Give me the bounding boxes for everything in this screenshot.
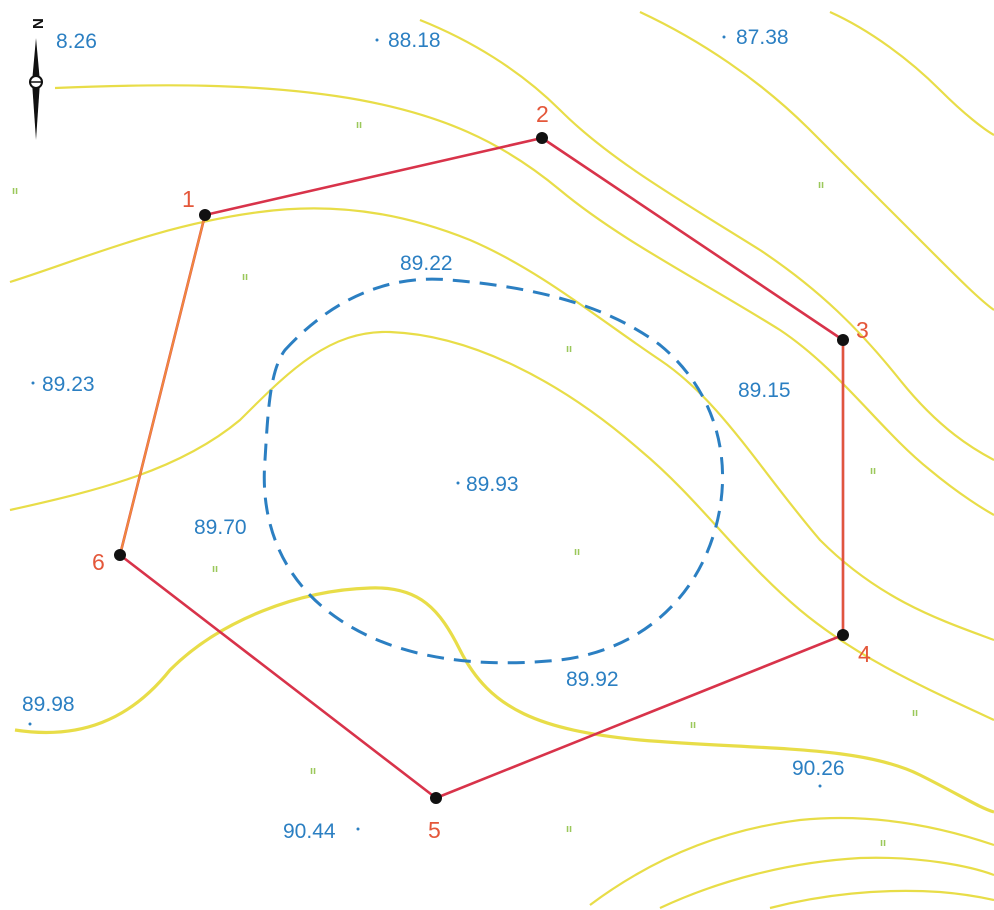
grass-icon: ıı (690, 719, 696, 731)
grass-icon: ıı (880, 837, 886, 849)
spot-elevation: 89.70 (194, 516, 247, 539)
spot-elevation: 88.18 (388, 29, 441, 52)
grass-icon: ıı (310, 765, 316, 777)
grass-icon: ıı (566, 823, 572, 835)
spot-elevation-dot (356, 827, 360, 831)
spot-elevation-dot (818, 784, 822, 788)
vertex-point-3 (837, 334, 849, 346)
dashed-contour (262, 277, 725, 665)
parcel-boundary (118, 136, 845, 800)
contour-line (829, 10, 994, 136)
grass-icon: ıı (870, 465, 876, 477)
contour-line (54, 84, 994, 516)
spot-elevation-dot (28, 722, 32, 726)
grass-icon: ıı (12, 185, 18, 197)
vertex-point-5 (430, 792, 442, 804)
spot-elevation: 87.38 (736, 26, 789, 49)
contour-line (9, 330, 994, 721)
vertex-point-6 (114, 549, 126, 561)
grass-symbols: ıı ıı ıı ıı ıı ıı ıı ıı ıı ıı ıı ıı ıı (12, 119, 918, 849)
contour-lines (9, 10, 994, 910)
contour-line (419, 18, 994, 461)
spot-elevation: 89.98 (22, 693, 75, 716)
vertex-label-6: 6 (92, 549, 105, 575)
spot-elevation: 89.15 (738, 379, 791, 402)
vertex-point-1 (199, 209, 211, 221)
grass-icon: ıı (242, 271, 248, 283)
vertex-labels: 1 2 3 4 5 6 (92, 101, 871, 843)
contour-line (769, 889, 994, 910)
spot-elevation-dot (31, 381, 35, 385)
spot-elevations: 8.26 88.18 87.38 89.22 89.23 89.15 89.93… (22, 26, 845, 843)
spot-elevation: 90.26 (792, 757, 845, 780)
spot-elevation: 89.92 (566, 668, 619, 691)
vertex-label-2: 2 (536, 101, 549, 127)
spot-elevation: 90.44 (283, 820, 336, 843)
grass-icon: ıı (566, 343, 572, 355)
vertex-label-4: 4 (858, 641, 871, 667)
spot-elevation-dot (456, 481, 460, 485)
grass-icon: ıı (574, 546, 580, 558)
spot-elevation-dot (722, 35, 726, 39)
vertex-point-2 (536, 132, 548, 144)
grass-icon: ıı (912, 707, 918, 719)
spot-elevation-dot (375, 38, 379, 42)
vertex-label-3: 3 (856, 317, 869, 343)
spot-elevation: 89.22 (400, 252, 453, 275)
grass-icon: ıı (356, 119, 362, 131)
contour-line (589, 816, 994, 906)
north-arrow-label: N (30, 18, 47, 29)
contour-line (14, 586, 994, 814)
vertex-label-1: 1 (182, 186, 195, 212)
grass-icon: ıı (818, 179, 824, 191)
vertex-point-4 (837, 629, 849, 641)
contour-line (659, 856, 994, 909)
spot-elevation: 89.23 (42, 373, 95, 396)
spot-elevation: 8.26 (56, 30, 97, 53)
spot-elevation: 89.93 (466, 473, 519, 496)
vertex-points (114, 132, 849, 804)
vertex-label-5: 5 (428, 817, 441, 843)
grass-icon: ıı (212, 563, 218, 575)
north-arrow-icon: N (29, 18, 47, 140)
contour-line (639, 11, 994, 311)
contour-line (9, 207, 994, 642)
